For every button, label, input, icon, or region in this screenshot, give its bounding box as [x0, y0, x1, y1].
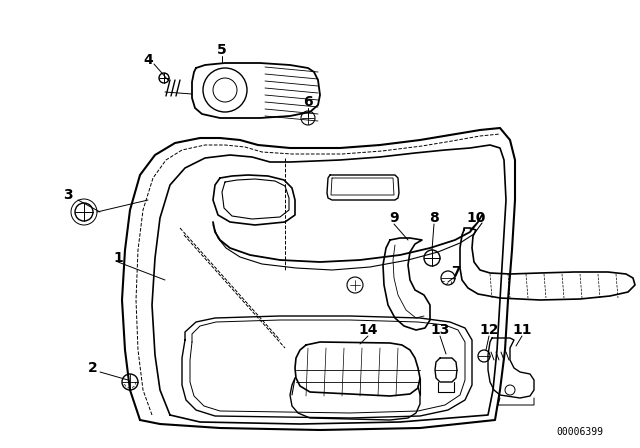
Text: 14: 14	[358, 323, 378, 337]
Text: 13: 13	[430, 323, 450, 337]
Text: 9: 9	[389, 211, 399, 225]
Text: 12: 12	[479, 323, 499, 337]
Text: 7: 7	[451, 265, 461, 279]
Text: 10: 10	[467, 211, 486, 225]
Text: 4: 4	[143, 53, 153, 67]
Text: 2: 2	[88, 361, 98, 375]
Text: 8: 8	[429, 211, 439, 225]
Text: 6: 6	[303, 95, 313, 109]
Text: 00006399: 00006399	[557, 427, 604, 437]
Text: 1: 1	[113, 251, 123, 265]
Text: 3: 3	[63, 188, 73, 202]
Text: 5: 5	[217, 43, 227, 57]
Text: 11: 11	[512, 323, 532, 337]
